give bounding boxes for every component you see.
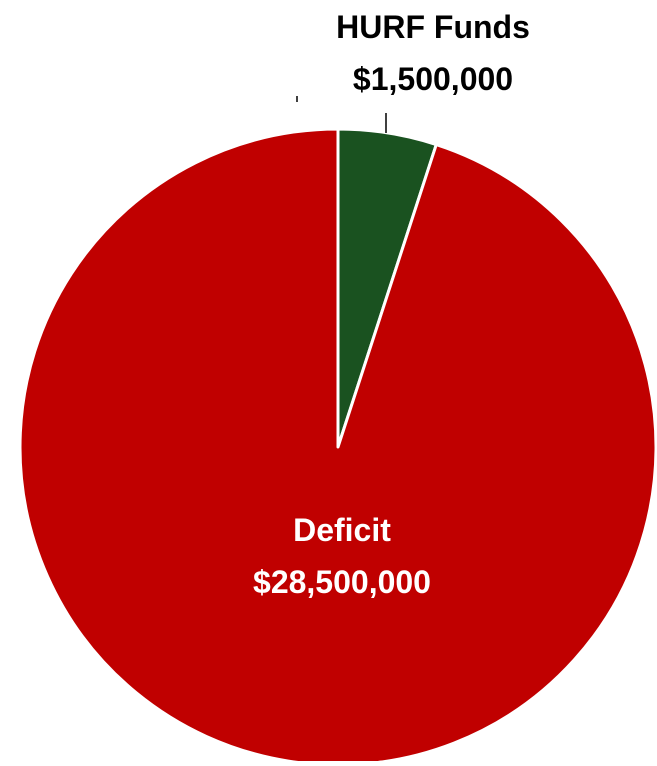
slice-label-deficit-name: Deficit: [293, 512, 391, 548]
slice-label-hurf-funds-name: HURF Funds: [336, 9, 530, 45]
pie-slices: [18, 127, 657, 766]
slice-label-hurf-funds-value: $1,500,000: [353, 61, 513, 97]
pie-labels: HURF Funds $1,500,000 Deficit $28,500,00…: [253, 9, 530, 600]
slice-label-deficit-value: $28,500,000: [253, 564, 431, 600]
pie-slice-deficit: [18, 127, 657, 766]
